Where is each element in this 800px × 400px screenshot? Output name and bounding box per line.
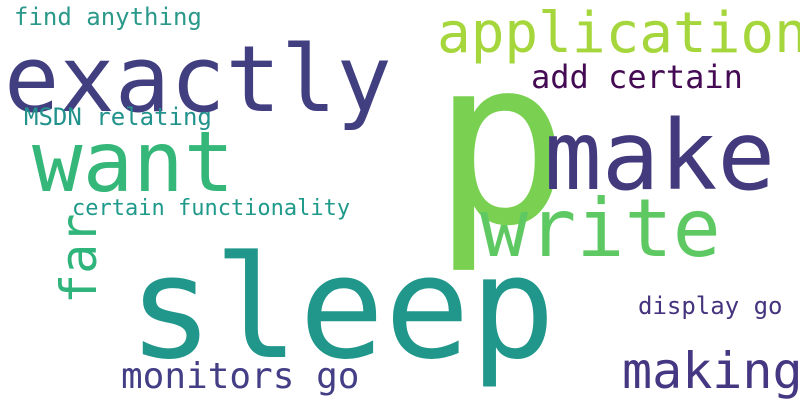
word-make: make — [544, 100, 775, 212]
word-exactly: exactly — [4, 26, 392, 133]
word-want: want — [32, 113, 234, 211]
word-making: making — [622, 342, 800, 400]
word-monitors-go: monitors go — [121, 356, 359, 397]
word-msdn-relating: MSDN relating — [24, 103, 212, 131]
word-add-certain: add certain — [531, 58, 743, 96]
word-display-go: display go — [638, 292, 783, 320]
word-p: p — [432, 10, 570, 277]
word-write: write — [480, 182, 721, 275]
word-sleep: sleep — [128, 226, 555, 391]
word-certain-functionality: certain functionality — [72, 196, 350, 221]
word-find-anything: find anything — [14, 3, 202, 31]
word-application: application — [437, 1, 800, 66]
word-far: far — [50, 214, 108, 304]
